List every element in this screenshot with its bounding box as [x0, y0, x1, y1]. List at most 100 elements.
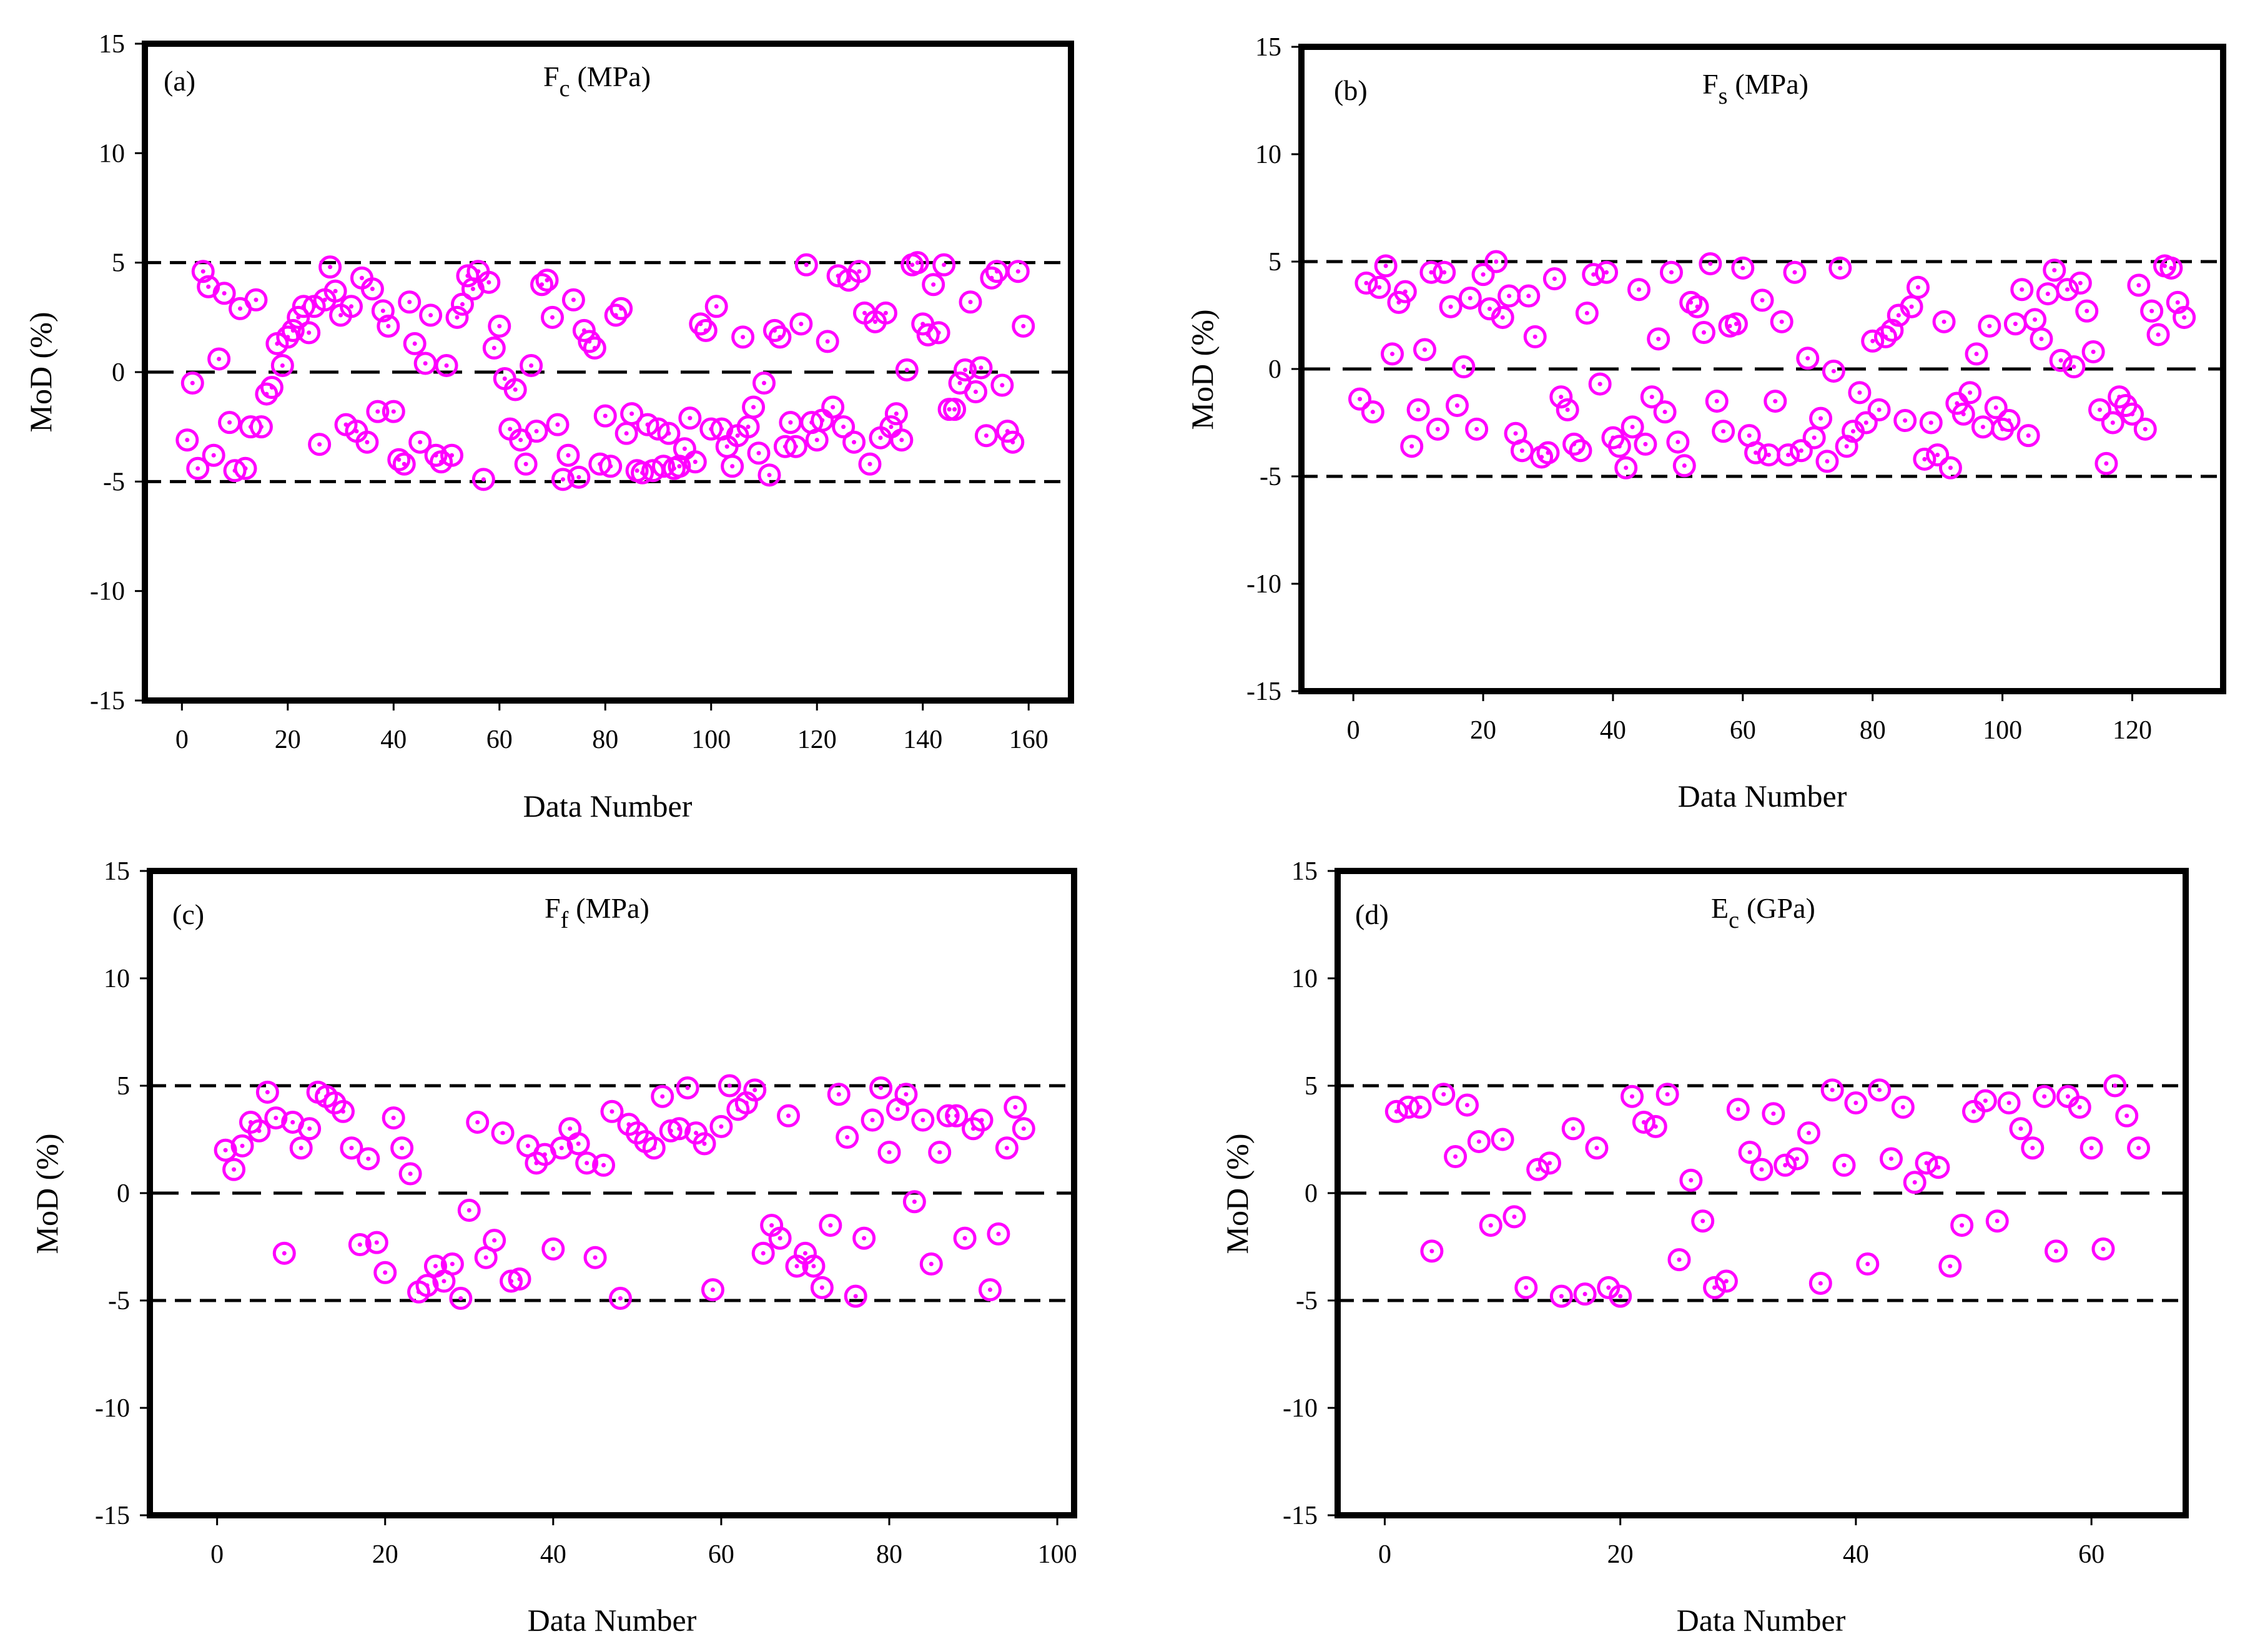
data-point: [1724, 312, 1748, 336]
data-point-dot: [1481, 272, 1486, 277]
axis-ticks: 0 20 40 60 80 100 120 140 160 -15 -10 -5 0 5 10 15: [90, 30, 1048, 754]
data-point: [264, 1106, 288, 1130]
data-point-ring: [1354, 271, 1378, 295]
data-point-dot: [1890, 328, 1895, 333]
data-point-dot: [1526, 293, 1531, 298]
data-point-dot: [470, 287, 475, 292]
data-point-dot: [852, 440, 857, 445]
data-point-ring: [415, 1274, 439, 1297]
data-point: [366, 400, 390, 423]
data-point-ring: [1893, 409, 1917, 433]
data-point-ring: [575, 1151, 599, 1175]
data-point-ring: [683, 450, 707, 474]
data-point: [1595, 260, 1619, 284]
data-point-ring: [922, 273, 945, 297]
data-point-dot: [1948, 1264, 1953, 1269]
data-point: [1672, 454, 1696, 478]
data-point-dot: [1695, 304, 1700, 309]
data-point-ring: [578, 330, 601, 353]
data-point-dot: [2065, 287, 2070, 292]
data-point: [331, 1099, 355, 1123]
data-point-dot: [397, 457, 402, 462]
data-point-ring: [1634, 432, 1657, 456]
data-point-dot: [317, 442, 322, 447]
data-point: [1764, 390, 1787, 413]
title-unit: (MPa): [577, 61, 651, 92]
data-point-ring: [1420, 1239, 1444, 1263]
data-point-ring: [794, 253, 818, 277]
data-point-ring: [676, 1076, 699, 1099]
data-point-ring: [1549, 385, 1573, 409]
data-point-ring: [784, 435, 807, 458]
data-point: [784, 435, 807, 458]
data-point-ring: [535, 268, 559, 292]
data-point-ring: [440, 1252, 464, 1276]
data-point-dot: [374, 1240, 379, 1245]
data-point: [566, 1132, 590, 1156]
data-point-dot: [2058, 358, 2063, 363]
data-point-ring: [743, 1078, 767, 1102]
data-point-ring: [1653, 400, 1677, 424]
data-point-dot: [400, 1146, 405, 1151]
data-point-dot: [929, 1262, 934, 1267]
data-point-dot: [2182, 315, 2187, 320]
data-point-dot: [476, 269, 481, 274]
data-point-ring: [214, 1138, 237, 1162]
data-point-ring: [373, 1261, 397, 1284]
data-point-dot: [1682, 463, 1687, 468]
data-point-ring: [842, 430, 866, 454]
data-point-ring: [318, 255, 342, 279]
data-point: [1691, 1209, 1715, 1233]
data-point-dot: [1888, 1156, 1893, 1161]
data-point: [718, 1074, 741, 1098]
data-point-dot: [299, 1146, 303, 1151]
data-point-dot: [1995, 1219, 2000, 1224]
data-point-dot: [534, 429, 539, 434]
data-point-dot: [585, 1161, 590, 1166]
y-tick-label: 10: [1255, 140, 1281, 169]
panel-c: (c) Ff (MPa) Data Number MoD (%) 0 20 40 60 8…: [29, 857, 1077, 1638]
data-point-dot: [853, 1294, 858, 1299]
data-point-ring: [1514, 1276, 1538, 1299]
data-point-ring: [1712, 420, 1735, 443]
data-point: [1783, 260, 1807, 284]
data-point-ring: [1828, 256, 1852, 280]
data-point-dot: [710, 1287, 715, 1292]
data-point-dot: [217, 356, 222, 361]
data-point-ring: [742, 395, 766, 419]
data-point: [1467, 1129, 1491, 1153]
data-point-dot: [1524, 1285, 1529, 1290]
data-point: [1655, 1083, 1679, 1106]
data-point-dot: [931, 282, 936, 287]
data-point: [1731, 256, 1755, 280]
data-point: [657, 421, 681, 445]
x-tick-label: 40: [1600, 716, 1626, 745]
data-point-dot: [984, 433, 989, 438]
data-point-ring: [1938, 456, 1962, 479]
data-point-dot: [2098, 407, 2103, 412]
data-point-dot: [408, 1171, 413, 1176]
data-point: [970, 1108, 994, 1132]
data-point: [297, 321, 321, 345]
data-point: [244, 288, 268, 312]
data-point-dot: [936, 330, 941, 335]
data-point-dot: [338, 313, 343, 318]
data-point-ring: [816, 330, 839, 353]
data-point-dot: [2030, 1146, 2035, 1151]
data-point-ring: [969, 356, 993, 380]
data-point: [403, 332, 427, 355]
data-point-ring: [821, 395, 845, 419]
data-point-ring: [419, 303, 443, 327]
data-point-dot: [551, 1246, 556, 1251]
data-point: [355, 430, 379, 454]
data-point-dot: [1021, 323, 1026, 328]
data-point-dot: [811, 1264, 816, 1269]
y-tick-label: 15: [99, 30, 125, 59]
title-unit: (MPa): [576, 892, 649, 924]
data-point-dot: [1565, 407, 1570, 412]
data-point-ring: [877, 1141, 901, 1164]
data-point-dot: [777, 1236, 782, 1241]
y-axis-label: MoD (%): [1220, 1133, 1255, 1254]
data-point-ring: [1632, 1110, 1655, 1134]
data-point-dot: [862, 310, 867, 315]
